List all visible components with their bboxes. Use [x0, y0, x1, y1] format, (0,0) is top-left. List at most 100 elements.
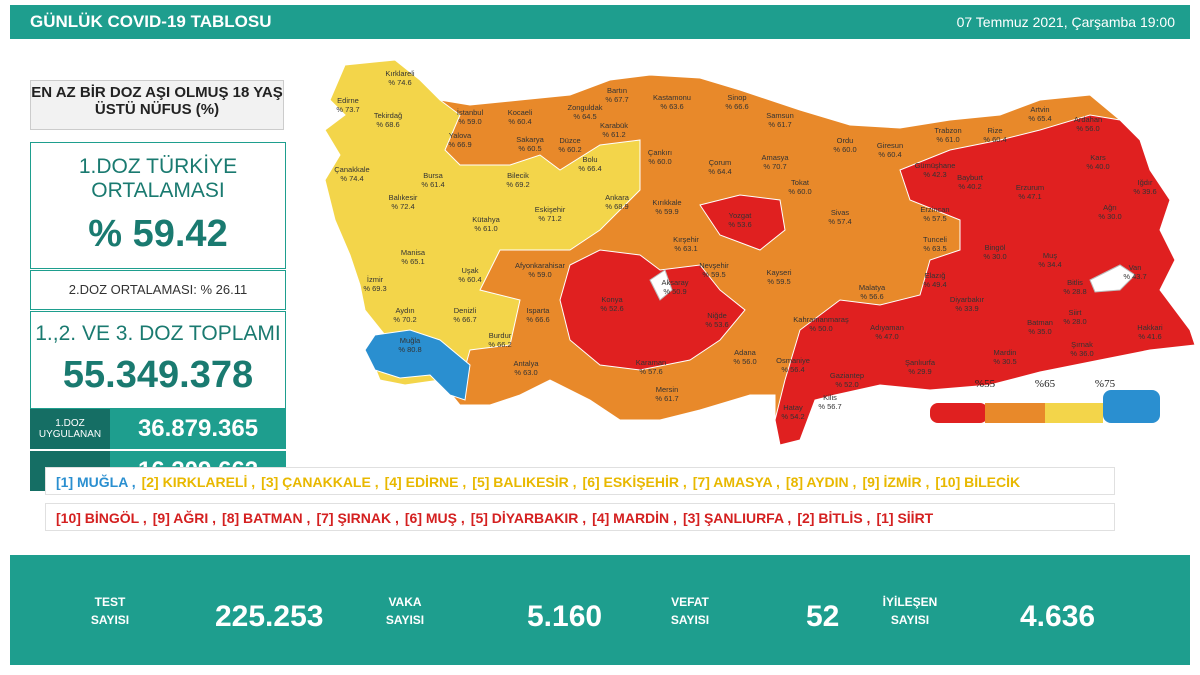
ranking-item: [1] MUĞLA , — [56, 474, 136, 490]
province-value: % 64.4 — [708, 167, 731, 176]
province-name: Bayburt — [957, 173, 984, 182]
province-name: Ardahan — [1074, 115, 1102, 124]
province-value: % 65.1 — [401, 257, 424, 266]
province-value: % 60.5 — [518, 144, 541, 153]
stat-value: 52 — [806, 600, 840, 633]
province-name: Şanlıurfa — [905, 358, 936, 367]
stat-label: VEFAT SAYISI — [670, 595, 710, 627]
ranking-item: [7] AMASYA , — [692, 474, 780, 490]
province-value: % 67.7 — [605, 95, 628, 104]
province-value: % 52.6 — [600, 304, 623, 313]
province-name: Kars — [1090, 153, 1106, 162]
province-value: % 60.2 — [558, 145, 581, 154]
province-value: % 56.6 — [860, 292, 883, 301]
province-name: Çorum — [709, 158, 732, 167]
province-name: Aksaray — [661, 278, 688, 287]
province-name: Karaman — [636, 358, 666, 367]
province-name: İstanbul — [457, 108, 484, 117]
province-value: % 74.6 — [388, 78, 411, 87]
map-region-yellow — [324, 59, 641, 386]
province-value: % 57.6 — [639, 367, 662, 376]
province-value: % 61.2 — [602, 130, 625, 139]
province-value: % 60.0 — [833, 145, 856, 154]
stat-value: 5.160 — [527, 600, 603, 633]
province-name: Osmaniye — [776, 356, 810, 365]
legend-label: %75 — [1095, 378, 1116, 390]
ranking-bottom: [10] BİNGÖL , [9] AĞRI , [8] BATMAN , [7] Ş… — [45, 503, 1115, 531]
dose1-label: 1.DOZ TÜRKİYE ORTALAMASI — [78, 155, 238, 202]
ranking-item: [10] BİNGÖL , — [56, 510, 147, 526]
province-name: Giresun — [877, 141, 903, 150]
province-value: % 39.6 — [1133, 187, 1156, 196]
province-name: Erzurum — [1016, 183, 1044, 192]
province-value: % 52.0 — [835, 380, 858, 389]
province-name: Bolu — [582, 155, 597, 164]
province-value: % 74.4 — [340, 174, 363, 183]
province-value: % 28.8 — [1063, 287, 1086, 296]
province-name: Uşak — [461, 266, 478, 275]
province-value: % 29.9 — [908, 367, 931, 376]
province-value: % 40.0 — [1086, 162, 1109, 171]
lake-van — [1089, 264, 1136, 293]
province-name: Burdur — [489, 331, 512, 340]
province-name: Hakkari — [1137, 323, 1163, 332]
map-region-konya — [559, 249, 746, 371]
province-value: % 66.2 — [488, 340, 511, 349]
province-name: Hatay — [783, 403, 803, 412]
province-value: % 61.0 — [936, 135, 959, 144]
province-name: Van — [1129, 263, 1142, 272]
province-name: Rize — [987, 126, 1002, 135]
province-value: % 68.9 — [605, 202, 628, 211]
province-value: % 28.0 — [1063, 317, 1086, 326]
province-name: Kocaeli — [508, 108, 533, 117]
total-label: 1.,2. VE 3. DOZ TOPLAMI — [35, 322, 281, 345]
province-name: Edirne — [337, 96, 359, 105]
province-value: % 59.0 — [528, 270, 551, 279]
province-value: % 33.9 — [955, 304, 978, 313]
province-value: % 43.7 — [1123, 272, 1146, 281]
province-name: Konya — [601, 295, 623, 304]
province-name: Zonguldak — [567, 103, 602, 112]
ranking-item: [2] KIRKLARELİ , — [141, 474, 256, 490]
ranking-item: [5] BALIKESİR , — [472, 474, 577, 490]
province-name: Çanakkale — [334, 165, 369, 174]
province-value: % 59.5 — [702, 270, 725, 279]
province-value: % 80.8 — [398, 345, 421, 354]
province-name: Bitlis — [1067, 278, 1083, 287]
province-value: % 66.4 — [578, 164, 601, 173]
province-value: % 65.4 — [1028, 114, 1051, 123]
province-name: Antalya — [513, 359, 539, 368]
province-value: % 69.2 — [506, 180, 529, 189]
province-name: Diyarbakır — [950, 295, 985, 304]
legend: %55 %65 %75 — [930, 378, 1160, 423]
ranking-item: [8] BATMAN , — [222, 510, 311, 526]
province-name: Afyonkarahisar — [515, 261, 566, 270]
legend-label: %65 — [1035, 378, 1056, 390]
province-name: Çankırı — [648, 148, 672, 157]
stat-value: 4.636 — [1020, 600, 1096, 633]
province-name: Bartın — [607, 86, 627, 95]
province-value: % 66.6 — [725, 102, 748, 111]
province-value: % 61.7 — [655, 394, 678, 403]
province-value: % 69.3 — [363, 284, 386, 293]
ranking-item: [9] AĞRI , — [152, 510, 217, 526]
province-name: Düzce — [559, 136, 580, 145]
province-name: Erzincan — [920, 205, 949, 214]
province-name: Karabük — [600, 121, 628, 130]
province-value: % 73.7 — [336, 105, 359, 114]
province-value: % 34.4 — [1038, 260, 1061, 269]
stat-label: VAKA SAYISI — [385, 595, 425, 627]
province-name: Muş — [1043, 251, 1057, 260]
province-name: Yalova — [449, 131, 472, 140]
province-name: Elazığ — [925, 271, 946, 280]
dose-row-label: 1.DOZ UYGULANAN — [30, 409, 110, 449]
province-name: Ağrı — [1103, 203, 1117, 212]
dose1-avg: % 59.42 — [88, 213, 228, 255]
province-name: Sinop — [727, 93, 746, 102]
province-value: % 50.0 — [809, 324, 832, 333]
ranking-item: [4] MARDİN , — [592, 510, 677, 526]
province-value: % 59.0 — [458, 117, 481, 126]
province-value: % 57.4 — [828, 217, 851, 226]
